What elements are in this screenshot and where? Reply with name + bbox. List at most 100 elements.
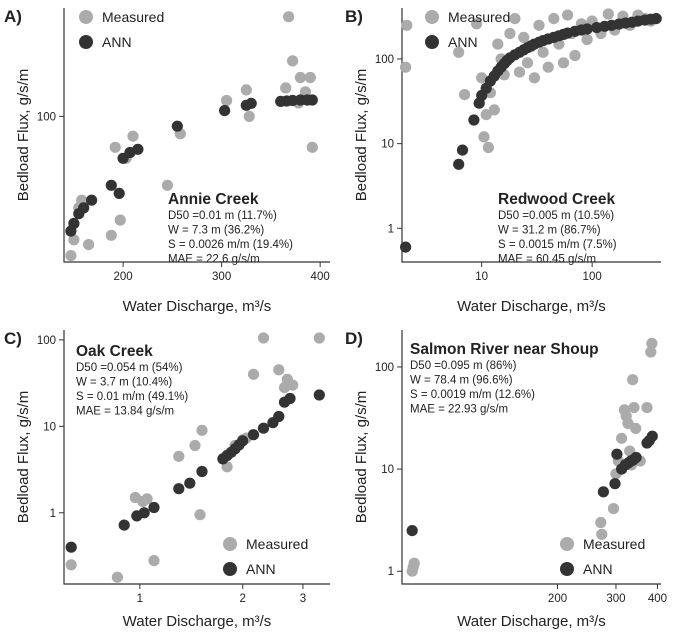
y-tick-label: 1 <box>388 566 394 578</box>
legend-measured-label: Measured <box>583 536 645 552</box>
ann-point <box>456 144 469 156</box>
ann-point <box>184 477 196 489</box>
measured-point <box>196 424 208 436</box>
ann-series <box>65 389 325 553</box>
ann-point <box>196 465 208 478</box>
x-tick-label: 300 <box>606 593 625 605</box>
ann-point <box>118 519 130 531</box>
measured-point <box>401 19 413 31</box>
measured-point <box>287 379 299 391</box>
legend-ann-label: ANN <box>246 561 276 577</box>
stat-line: D50 =0.095 m (86%) <box>410 360 517 372</box>
ann-point <box>105 179 117 191</box>
ann-series <box>400 13 662 253</box>
measured-point <box>313 332 325 344</box>
ann-point <box>86 194 98 206</box>
legend-ann-label: ANN <box>583 561 613 577</box>
measured-series <box>65 332 325 583</box>
panel-4: 200 300 400 1 10 100 Water Discharge, m³/s Bedl… <box>345 329 667 630</box>
measured-point <box>488 104 500 116</box>
ann-point <box>245 97 257 109</box>
stat-line: D50 =0.054 m (54%) <box>76 362 183 374</box>
measured-point <box>273 364 285 376</box>
measured-point <box>528 72 541 84</box>
ann-point <box>257 422 270 434</box>
panel-3: 1 2 3 1 10 100 Water Discharge, m³/s Bedload Fl… <box>4 329 330 630</box>
x-tick-label: 100 <box>583 271 602 283</box>
legend-ann-label: ANN <box>102 34 132 50</box>
panel-label: D) <box>345 329 363 348</box>
measured-point <box>607 503 620 515</box>
x-tick-label: 10 <box>475 271 488 283</box>
measured-point <box>521 57 534 69</box>
measured-point <box>257 332 270 344</box>
measured-point <box>478 131 490 143</box>
legend-measured-label: Measured <box>448 9 510 25</box>
measured-point <box>533 19 545 31</box>
measured-point <box>509 13 521 25</box>
axis-frame <box>63 330 330 585</box>
measured-point <box>287 55 299 67</box>
measured-point <box>645 346 657 358</box>
measured-point <box>453 46 465 58</box>
stat-line: W = 31.2 m (86.7%) <box>498 225 601 237</box>
ann-point <box>171 120 183 132</box>
measured-point <box>173 450 185 462</box>
ann-point <box>400 241 412 253</box>
y-axis-title: Bedload Flux, g/s/m <box>15 69 32 202</box>
y-tick-label: 10 <box>381 464 394 476</box>
measured-point <box>294 71 306 84</box>
legend-measured-marker <box>223 537 237 551</box>
measured-point <box>161 179 173 191</box>
measured-point <box>492 38 504 50</box>
site-name: Oak Creek <box>76 343 153 360</box>
x-tick-label: 3 <box>300 593 306 605</box>
ann-point <box>609 478 621 490</box>
measured-point <box>595 516 607 529</box>
ann-point <box>630 451 642 464</box>
x-axis-title: Water Discharge, m³/s <box>457 298 606 315</box>
measured-point <box>602 8 614 20</box>
measured-point <box>513 66 526 78</box>
legend-measured-marker <box>425 10 439 24</box>
measured-point <box>65 250 77 262</box>
ann-point <box>65 541 77 553</box>
x-axis-title: Water Discharge, m³/s <box>123 298 272 315</box>
legend-ann-label: ANN <box>448 34 478 50</box>
measured-point <box>476 72 488 84</box>
stat-line: S = 0.0019 m/m (12.6%) <box>410 389 535 401</box>
x-tick-label: 200 <box>114 271 133 283</box>
measured-point <box>542 61 554 73</box>
measured-point <box>630 422 642 434</box>
y-axis-title: Bedload Flux, g/s/m <box>353 69 370 202</box>
y-tick-label: 1 <box>50 508 56 520</box>
stat-line: D50 =0.01 m (11.7%) <box>168 210 277 222</box>
measured-point <box>105 229 117 241</box>
ann-point <box>78 202 90 214</box>
stat-line: W = 3.7 m (10.4%) <box>76 377 172 389</box>
measured-point <box>518 31 530 43</box>
ann-point <box>611 448 623 460</box>
measured-point <box>482 141 494 154</box>
stat-line: S = 0.01 m/m (49.1%) <box>76 391 188 403</box>
x-axis-title: Water Discharge, m³/s <box>457 613 606 630</box>
legend-measured-marker <box>79 10 93 24</box>
measured-point <box>628 402 640 414</box>
axis-frame <box>63 8 330 263</box>
site-name: Annie Creek <box>168 191 259 208</box>
measured-point <box>194 509 206 521</box>
stat-line: W = 78.4 m (96.6%) <box>410 375 513 387</box>
measured-point <box>459 89 471 101</box>
ann-point <box>306 94 318 106</box>
measured-point <box>480 109 492 121</box>
ann-point <box>453 158 465 170</box>
ann-point <box>468 114 480 126</box>
x-tick-label: 400 <box>311 271 330 283</box>
stat-line: S = 0.0015 m/m (7.5%) <box>498 239 617 251</box>
y-tick-label: 100 <box>375 54 394 66</box>
ann-series <box>406 430 658 537</box>
measured-point <box>569 49 581 62</box>
measured-point <box>641 402 653 414</box>
measured-point <box>280 82 292 94</box>
